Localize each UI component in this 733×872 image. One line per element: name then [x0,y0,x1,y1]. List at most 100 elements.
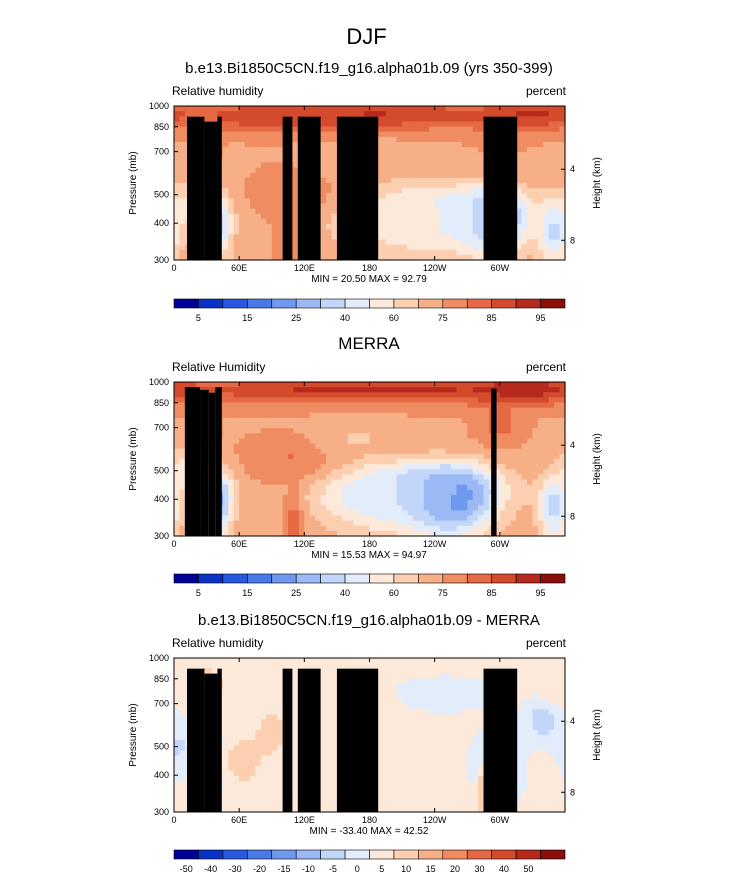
heatmap-cell [488,382,495,388]
heatmap-cell [222,106,229,112]
heatmap-cell [423,448,430,455]
heatmap-cell [412,494,419,501]
heatmap-cell [255,704,262,710]
heatmap-cell [391,525,398,532]
heatmap-cell [412,520,419,527]
heatmap-cell [353,469,360,475]
heatmap-cell [222,443,229,450]
colorbar-label: 85 [487,588,497,598]
panel-right-label: percent [526,84,567,98]
heatmap-cell [266,224,273,230]
heatmap-cell [548,474,555,481]
heatmap-cell [304,505,311,511]
heatmap-cell [391,417,398,424]
heatmap-cell [266,464,273,470]
heatmap-cell [250,801,257,808]
heatmap-cell [336,428,343,434]
heatmap-cell [244,126,251,133]
heatmap-cell [548,188,555,194]
heatmap-cell [543,121,550,128]
heatmap-cell [271,525,278,532]
heatmap-cell [222,515,229,522]
heatmap-cell [201,111,208,117]
heatmap-cell [228,126,235,133]
heatmap-cell [358,433,365,440]
heatmap-cell [434,141,441,148]
heatmap-cell [429,224,436,230]
heatmap-cell [385,423,392,429]
heatmap-cell [364,505,371,511]
heatmap-cell [429,167,436,174]
heatmap-cell [402,167,409,174]
heatmap-cell [467,453,474,460]
heatmap-cell [309,510,316,517]
heatmap-cell [331,157,338,164]
heatmap-cell [521,177,528,184]
heatmap-cell [239,806,246,813]
heatmap-cell [554,469,561,475]
heatmap-cell [336,530,343,537]
heatmap-cell [244,382,251,388]
heatmap-cell [228,208,235,215]
heatmap-cell [331,208,338,215]
heatmap-cell [179,157,186,164]
heatmap-cell [396,443,403,450]
heatmap-cell [255,709,262,716]
heatmap-cell [521,402,528,409]
heatmap-cell [233,157,240,164]
heatmap-cell [239,407,246,414]
heatmap-cell [505,412,512,419]
heatmap-cell [179,152,186,158]
heatmap-cell [499,494,506,501]
heatmap-cell [499,423,506,429]
heatmap-cell [516,464,523,470]
colorbar-swatch [222,573,248,584]
heatmap-cell [472,474,479,481]
heatmap-cell [505,433,512,440]
heatmap-cell [184,663,191,669]
heatmap-cell [559,500,566,506]
heatmap-cell [293,464,300,470]
heatmap-cell [288,464,295,470]
heatmap-cell [537,218,544,225]
heatmap-cell [293,172,300,179]
heatmap-cell [532,525,539,532]
heatmap-cell [358,448,365,455]
heatmap-cell [271,397,278,404]
heatmap-cell [548,433,555,440]
heatmap-cell [255,172,262,179]
heatmap-cell [222,147,229,153]
heatmap-cell [239,126,246,133]
heatmap-cell [543,484,550,491]
heatmap-cell [478,106,485,112]
heatmap-cell [532,392,539,398]
heatmap-cell [516,433,523,440]
heatmap-cell [244,443,251,450]
heatmap-cell [385,106,392,112]
heatmap-cell [478,412,485,419]
heatmap-cell [331,131,338,138]
heatmap-cell [505,423,512,429]
heatmap-cell [429,469,436,475]
heatmap-cell [450,464,457,470]
heatmap-cell [369,387,376,393]
heatmap-cell [483,412,490,419]
heatmap-cell [304,530,311,537]
heatmap-cell [233,428,240,434]
heatmap-cell [499,464,506,470]
heatmap-cell [342,484,349,491]
heatmap-cell [228,786,235,793]
heatmap-cell [543,392,550,398]
heatmap-cell [190,106,197,112]
heatmap-cell [407,412,414,419]
heatmap-cell [499,382,506,388]
heatmap-cell [174,469,181,475]
heatmap-cell [331,525,338,532]
heatmap-cell [179,147,186,153]
heatmap-cell [255,735,262,741]
heatmap-cell [233,438,240,445]
heatmap-cell [174,510,181,517]
heatmap-cell [532,387,539,393]
heatmap-cell [396,407,403,414]
heatmap-cell [445,172,452,179]
